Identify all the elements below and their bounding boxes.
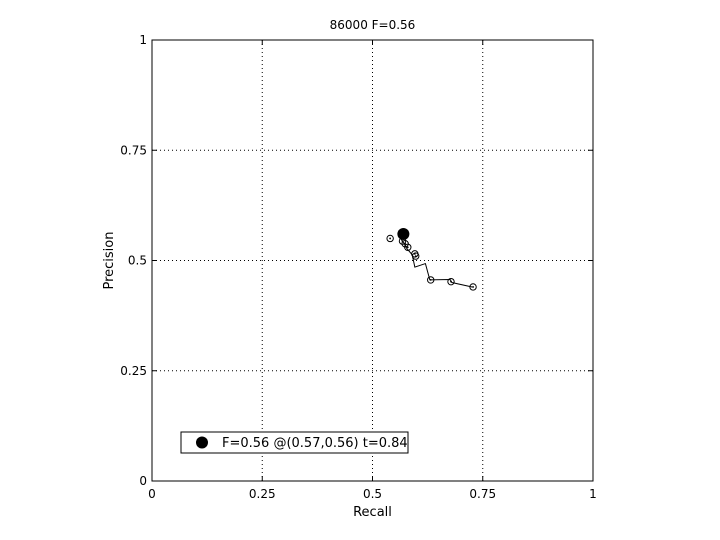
pr-point xyxy=(412,252,420,260)
x-tick-label: 0.75 xyxy=(469,487,496,501)
pr-point xyxy=(386,234,394,243)
pr-point-center xyxy=(389,237,392,240)
pr-point-center xyxy=(406,246,409,249)
pr-point xyxy=(447,277,455,286)
chart-title: 86000 F=0.56 xyxy=(330,18,416,32)
x-tick-label: 0.5 xyxy=(363,487,382,501)
best-f-point xyxy=(397,228,410,241)
legend-label: F=0.56 @(0.57,0.56) t=0.84 xyxy=(222,436,408,451)
pr-point xyxy=(427,276,435,284)
x-tick-label: 1 xyxy=(589,487,597,501)
y-tick-label: 0.25 xyxy=(120,364,147,378)
pr-point-center xyxy=(414,255,417,257)
pr-point xyxy=(404,243,412,251)
ticks: 0 0.25 0.5 0.75 1 0 0.25 0.5 0.75 1 xyxy=(120,33,597,501)
pr-curve-line xyxy=(400,239,473,288)
y-tick-label: 1 xyxy=(139,33,147,47)
pr-point-center xyxy=(404,242,407,245)
legend-marker xyxy=(196,436,208,449)
pr-point xyxy=(469,283,477,291)
x-tick-label: 0 xyxy=(148,487,156,501)
y-axis-label: Precision xyxy=(102,231,117,289)
pr-point-center xyxy=(429,279,432,281)
pr-point-center xyxy=(472,286,474,288)
y-tick-label: 0 xyxy=(139,474,147,488)
x-axis-label: Recall xyxy=(353,505,392,520)
pr-series xyxy=(386,228,477,291)
pr-point-center xyxy=(450,280,452,283)
y-tick-label: 0.5 xyxy=(128,254,147,268)
grid xyxy=(152,40,593,481)
legend-box xyxy=(180,431,409,454)
legend: F=0.56 @(0.57,0.56) t=0.84 xyxy=(180,431,409,454)
x-tick-label: 0.25 xyxy=(249,487,276,501)
y-tick-label: 0.75 xyxy=(120,143,147,157)
